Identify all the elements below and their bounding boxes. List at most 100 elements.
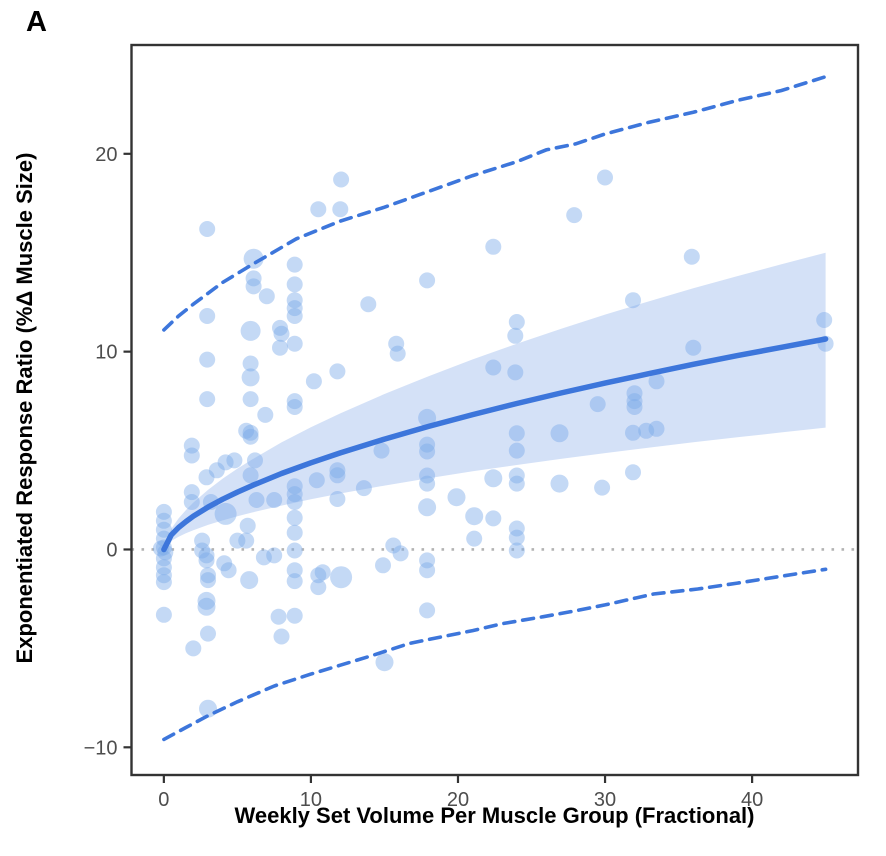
data-point bbox=[332, 201, 349, 218]
data-point bbox=[286, 399, 303, 415]
data-point bbox=[466, 530, 483, 547]
data-point bbox=[485, 510, 502, 527]
data-point bbox=[242, 391, 259, 408]
data-point bbox=[375, 557, 391, 574]
data-point bbox=[329, 467, 346, 484]
data-point bbox=[484, 469, 503, 488]
data-point bbox=[418, 498, 437, 517]
data-point bbox=[508, 520, 525, 537]
data-point bbox=[392, 545, 409, 562]
data-point bbox=[208, 462, 225, 479]
x-tick-label: 20 bbox=[447, 789, 469, 811]
y-tick-label: −10 bbox=[84, 737, 118, 759]
data-point bbox=[508, 475, 525, 492]
plot-border bbox=[130, 43, 860, 777]
data-point bbox=[685, 339, 702, 356]
x-tick-label: 30 bbox=[594, 789, 616, 811]
data-point bbox=[508, 529, 525, 546]
data-point bbox=[648, 420, 665, 437]
data-point bbox=[419, 272, 436, 289]
data-point bbox=[200, 567, 216, 584]
x-tick-label: 40 bbox=[741, 789, 763, 811]
data-point bbox=[286, 276, 303, 293]
prediction-interval-upper bbox=[162, 74, 828, 332]
data-point bbox=[419, 475, 436, 492]
data-point bbox=[242, 424, 259, 441]
data-point bbox=[197, 597, 216, 616]
data-point bbox=[238, 422, 255, 439]
data-point bbox=[241, 368, 260, 387]
data-point bbox=[625, 464, 641, 481]
data-point bbox=[286, 335, 303, 352]
scatter-points bbox=[152, 169, 834, 718]
data-point bbox=[310, 567, 327, 584]
x-axis-title: Weekly Set Volume Per Muscle Group (Frac… bbox=[234, 803, 755, 828]
data-point bbox=[485, 238, 502, 255]
data-point bbox=[183, 437, 200, 454]
data-point bbox=[638, 422, 655, 439]
data-point bbox=[183, 484, 200, 501]
data-point bbox=[286, 542, 303, 559]
data-point bbox=[155, 503, 172, 520]
data-point bbox=[198, 547, 215, 564]
data-point bbox=[155, 559, 172, 576]
data-point bbox=[199, 221, 216, 237]
data-point bbox=[286, 524, 303, 541]
data-point bbox=[286, 486, 303, 503]
data-point bbox=[183, 494, 200, 510]
data-point bbox=[198, 469, 215, 486]
data-point bbox=[270, 608, 287, 625]
data-point bbox=[155, 606, 172, 623]
data-point bbox=[240, 571, 259, 590]
data-point bbox=[242, 467, 259, 484]
data-point bbox=[155, 574, 172, 591]
data-point bbox=[330, 566, 353, 589]
data-point bbox=[199, 351, 216, 368]
data-point bbox=[157, 544, 174, 561]
data-point bbox=[194, 532, 211, 549]
data-point bbox=[238, 532, 255, 549]
data-point bbox=[626, 393, 643, 410]
data-point bbox=[243, 248, 264, 269]
data-point bbox=[155, 550, 172, 567]
data-point bbox=[286, 509, 303, 526]
data-point bbox=[419, 602, 436, 619]
data-point bbox=[465, 507, 484, 526]
data-point bbox=[257, 406, 274, 423]
y-tick-label: 0 bbox=[106, 539, 117, 561]
data-point bbox=[419, 436, 436, 453]
data-point bbox=[626, 399, 643, 415]
data-point bbox=[266, 492, 283, 508]
data-point bbox=[626, 385, 643, 402]
data-point bbox=[248, 492, 265, 508]
data-point bbox=[485, 359, 502, 376]
data-point bbox=[594, 479, 611, 496]
data-point bbox=[816, 312, 833, 328]
data-point bbox=[216, 555, 233, 572]
data-point bbox=[329, 363, 346, 380]
prediction-interval-lower bbox=[162, 567, 828, 742]
data-point bbox=[242, 355, 259, 372]
data-point bbox=[240, 320, 261, 341]
data-point bbox=[199, 308, 216, 324]
data-point bbox=[155, 567, 172, 584]
data-point bbox=[194, 542, 211, 559]
data-point bbox=[385, 537, 402, 554]
data-point bbox=[360, 296, 377, 313]
data-point bbox=[507, 327, 524, 344]
data-point bbox=[418, 408, 437, 427]
y-axis: −10 0 10 20 bbox=[84, 144, 132, 759]
data-point bbox=[597, 169, 613, 186]
data-point bbox=[286, 562, 303, 579]
data-point bbox=[329, 491, 346, 507]
data-point bbox=[373, 442, 390, 459]
data-point bbox=[625, 292, 641, 309]
data-point bbox=[183, 447, 200, 464]
data-point bbox=[286, 573, 303, 590]
data-point bbox=[648, 373, 665, 390]
data-point bbox=[155, 512, 172, 529]
data-point bbox=[197, 591, 216, 610]
data-point bbox=[239, 517, 256, 534]
data-point bbox=[286, 478, 303, 495]
